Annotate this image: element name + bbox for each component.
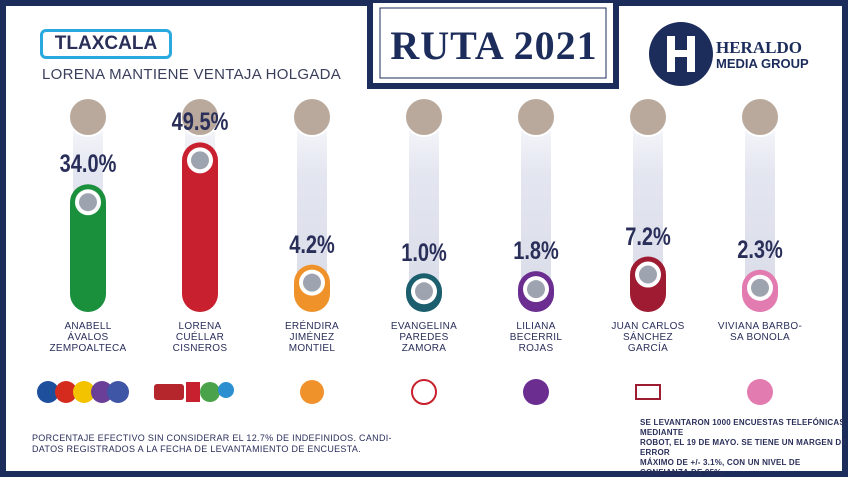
logo-inner xyxy=(379,7,607,79)
party-logo xyxy=(411,379,437,405)
value-label: 7.2% xyxy=(625,222,671,251)
methodology-note: SE LEVANTARON 1000 ENCUESTAS TELEFÓNICAS… xyxy=(640,418,847,477)
value-label: 4.2% xyxy=(289,230,335,259)
bar-knob-center xyxy=(639,265,657,284)
candidate-photo xyxy=(740,97,780,137)
bar-knob-center xyxy=(303,273,321,292)
candidate-photo xyxy=(68,97,108,137)
candidate-name: JUAN CARLOS SÁNCHEZ GARCÍA xyxy=(611,321,685,354)
party-logo xyxy=(37,381,59,403)
publisher-sub: MEDIA GROUP xyxy=(716,56,809,71)
party-logo xyxy=(107,381,129,403)
party-logos xyxy=(37,379,773,405)
brand-logo: RUTA 2021 xyxy=(390,23,598,68)
bar-knob-center xyxy=(415,282,433,301)
candidate-name: LILIANA BECERRIL ROJAS xyxy=(509,321,563,354)
candidate-name: ANABELL ÁVALOS ZEMPOALTECA xyxy=(49,321,127,354)
logo-box xyxy=(367,0,619,89)
candidate-name: ERÉNDIRA JIMÉNEZ MONTIEL xyxy=(284,321,340,354)
party-logo xyxy=(73,381,95,403)
candidate-photo xyxy=(404,97,444,137)
track xyxy=(297,100,327,312)
value-label: 1.0% xyxy=(401,239,447,268)
party-logo xyxy=(523,379,549,405)
state-badge: TLAXCALA xyxy=(40,29,172,59)
bar-knob-center xyxy=(79,193,97,212)
candidate-photo xyxy=(292,97,332,137)
bar-knob-center xyxy=(527,280,545,299)
party-logo xyxy=(91,381,113,403)
party-logo xyxy=(186,382,200,402)
party-logo xyxy=(200,382,220,402)
party-logo xyxy=(635,384,661,400)
party-logo xyxy=(218,382,234,398)
party-logo xyxy=(55,381,77,403)
bar-knob-center xyxy=(191,151,209,170)
candidate-photo xyxy=(516,97,556,137)
track xyxy=(409,100,439,312)
value-label: 2.3% xyxy=(737,235,783,264)
candidate-name: VIVIANA BARBO- SA BONOLA xyxy=(717,321,803,343)
party-logo xyxy=(300,380,324,404)
value-label: 34.0% xyxy=(59,150,117,179)
footnote: PORCENTAJE EFECTIVO SIN CONSIDERAR EL 12… xyxy=(32,433,392,454)
party-logo xyxy=(747,379,773,405)
bar-knob-center xyxy=(751,278,769,297)
candidate-photo xyxy=(628,97,668,137)
track xyxy=(521,100,551,312)
candidate-name: EVANGELINA PAREDES ZAMORA xyxy=(390,321,458,354)
party-logo xyxy=(154,384,184,400)
publisher-icon-part xyxy=(667,50,695,57)
value-label: 49.5% xyxy=(171,108,229,137)
track xyxy=(745,100,775,312)
value-label: 1.8% xyxy=(513,237,559,266)
publisher: HERALDO xyxy=(716,38,802,57)
chart-title: LORENA MANTIENE VENTAJA HOLGADA xyxy=(42,66,342,83)
candidate-photo xyxy=(180,97,220,137)
bar xyxy=(70,184,106,312)
candidate-name: LORENA CUÉLLAR CISNEROS xyxy=(172,321,228,354)
bar xyxy=(182,142,218,312)
